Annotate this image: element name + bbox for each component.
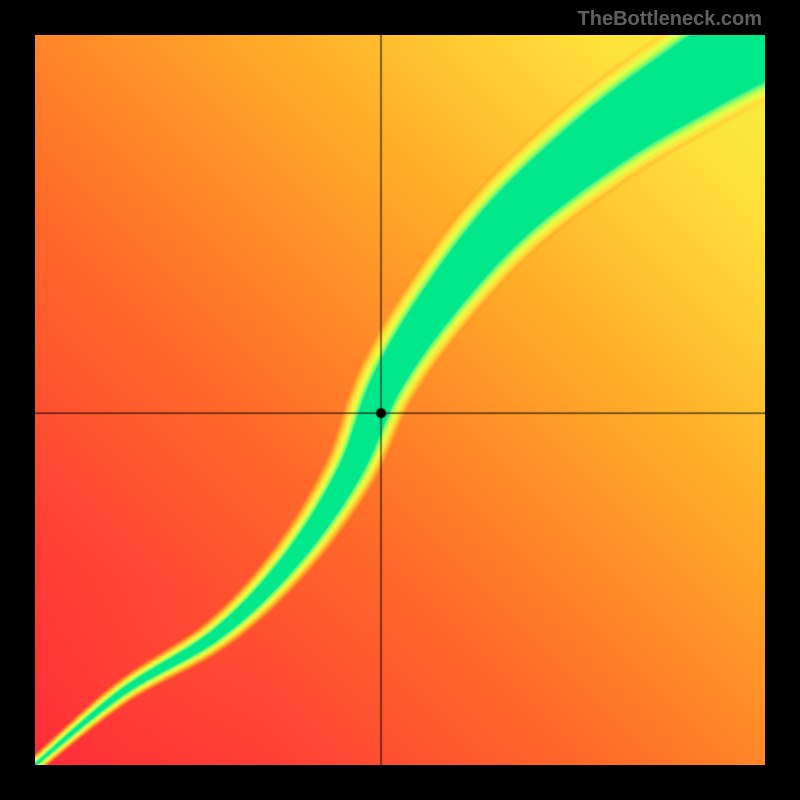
bottleneck-heatmap	[35, 35, 765, 765]
crosshair-overlay	[35, 35, 765, 765]
watermark-text: TheBottleneck.com	[578, 8, 762, 31]
